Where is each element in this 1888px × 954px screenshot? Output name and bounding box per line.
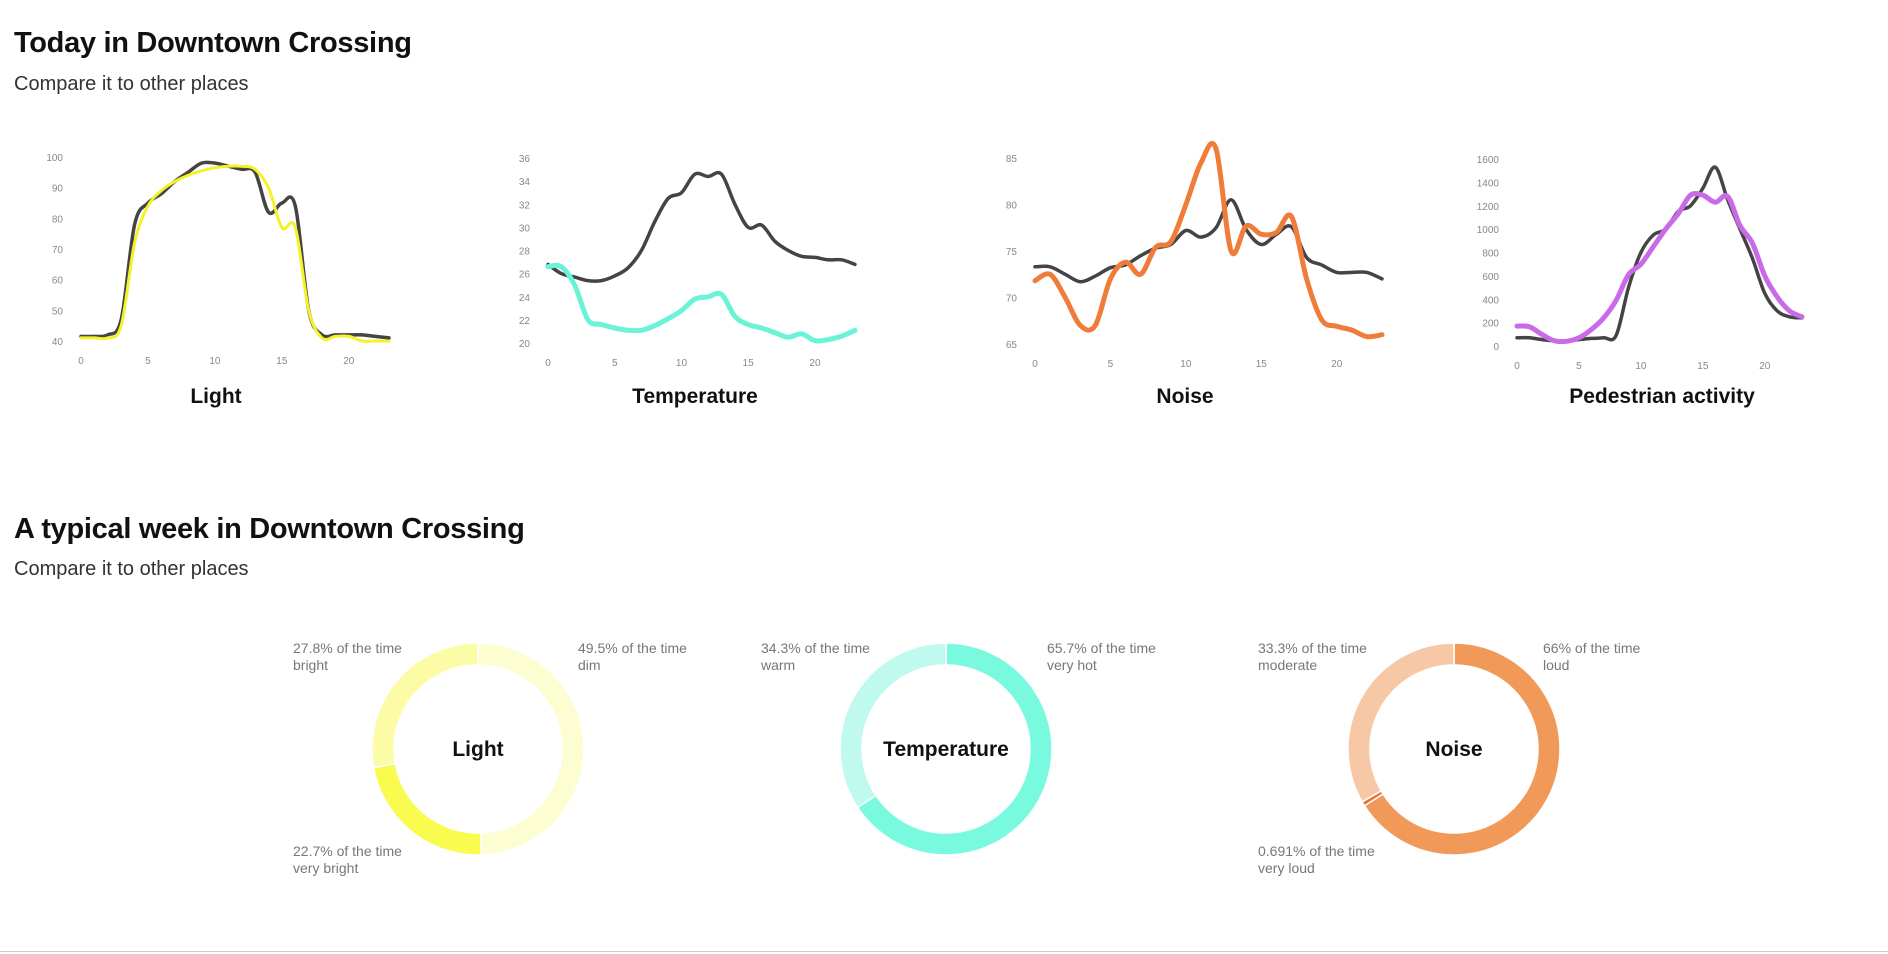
comparison-line	[79, 160, 391, 340]
today-subtitle: Compare it to other places	[14, 73, 249, 95]
week-title: A typical week in Downtown Crossing	[14, 513, 525, 545]
noise-very-loud-label: 0.691% of the time very loud	[1258, 843, 1375, 876]
y-tick-label: 70	[52, 245, 64, 256]
donut-slice	[372, 762, 483, 856]
y-tick-label: 80	[52, 214, 64, 225]
comparison-line	[546, 170, 857, 283]
y-tick-label: 90	[52, 184, 64, 195]
x-tick-label: 15	[743, 358, 755, 369]
x-tick-label: 0	[1032, 359, 1038, 370]
x-tick-label: 10	[676, 358, 688, 369]
y-tick-label: 30	[519, 223, 531, 234]
donut-slice	[1363, 642, 1561, 856]
noise-moderate-label: 33.3% of the time moderate	[1258, 640, 1367, 673]
y-tick-label: 65	[1006, 340, 1018, 351]
y-tick-label: 75	[1006, 247, 1018, 258]
x-tick-label: 5	[145, 356, 151, 367]
x-tick-label: 5	[1576, 361, 1582, 372]
y-tick-label: 22	[519, 316, 531, 327]
donut-slice	[1347, 642, 1455, 803]
series-line	[545, 262, 858, 344]
y-tick-label: 400	[1482, 295, 1499, 306]
donut-slice	[856, 642, 1053, 856]
chart-title: Noise	[1156, 385, 1213, 408]
x-tick-label: 5	[1108, 359, 1114, 370]
x-tick-label: 10	[1180, 359, 1192, 370]
donut-slice	[371, 642, 479, 769]
light-very-bright-label: 22.7% of the time very bright	[293, 843, 402, 876]
y-tick-label: 1200	[1477, 202, 1500, 213]
y-tick-label: 800	[1482, 249, 1499, 260]
light-dim-label: 49.5% of the time dim	[578, 640, 687, 673]
y-tick-label: 40	[52, 337, 64, 348]
x-tick-label: 20	[1759, 361, 1771, 372]
y-tick-label: 32	[519, 200, 531, 211]
week-subtitle: Compare it to other places	[14, 558, 249, 580]
y-tick-label: 26	[519, 270, 531, 281]
y-tick-label: 1400	[1477, 178, 1500, 189]
x-tick-label: 0	[1514, 361, 1520, 372]
light-bright-label: 27.8% of the time bright	[293, 640, 402, 673]
y-tick-label: 20	[519, 339, 531, 350]
donut-title: Noise	[1425, 738, 1482, 761]
y-tick-label: 85	[1006, 154, 1018, 165]
x-tick-label: 0	[545, 358, 551, 369]
noise-loud-label: 66% of the time loud	[1543, 640, 1641, 673]
series-line	[1032, 140, 1385, 340]
y-tick-label: 80	[1006, 201, 1018, 212]
y-tick-label: 36	[519, 154, 531, 165]
chart-title: Temperature	[632, 385, 758, 408]
y-tick-label: 34	[519, 177, 531, 188]
y-tick-label: 50	[52, 306, 64, 317]
divider	[0, 951, 1888, 952]
x-tick-label: 15	[276, 356, 288, 367]
donut-title: Light	[452, 738, 503, 761]
y-tick-label: 1000	[1477, 225, 1500, 236]
x-tick-label: 20	[343, 356, 355, 367]
chart-title: Light	[190, 385, 241, 408]
x-tick-label: 10	[209, 356, 221, 367]
y-tick-label: 70	[1006, 294, 1018, 305]
y-tick-label: 1600	[1477, 155, 1500, 166]
y-tick-label: 60	[52, 276, 64, 287]
y-tick-label: 100	[46, 153, 63, 164]
x-tick-label: 20	[1331, 359, 1343, 370]
x-tick-label: 0	[78, 356, 84, 367]
series-line	[79, 164, 391, 343]
temp-warm-label: 34.3% of the time warm	[761, 640, 870, 673]
y-tick-label: 0	[1493, 342, 1499, 353]
donut-slice	[839, 642, 947, 809]
x-tick-label: 20	[809, 358, 821, 369]
series-line	[1514, 191, 1805, 345]
y-tick-label: 24	[519, 293, 531, 304]
y-tick-label: 600	[1482, 272, 1499, 283]
x-tick-label: 10	[1635, 361, 1647, 372]
today-title: Today in Downtown Crossing	[14, 27, 412, 59]
x-tick-label: 5	[612, 358, 618, 369]
y-tick-label: 28	[519, 247, 531, 258]
donut-title: Temperature	[883, 738, 1009, 761]
temp-very-hot-label: 65.7% of the time very hot	[1047, 640, 1156, 673]
chart-title: Pedestrian activity	[1569, 385, 1755, 408]
y-tick-label: 200	[1482, 319, 1499, 330]
comparison-line	[1033, 198, 1384, 284]
x-tick-label: 15	[1256, 359, 1268, 370]
x-tick-label: 15	[1697, 361, 1709, 372]
